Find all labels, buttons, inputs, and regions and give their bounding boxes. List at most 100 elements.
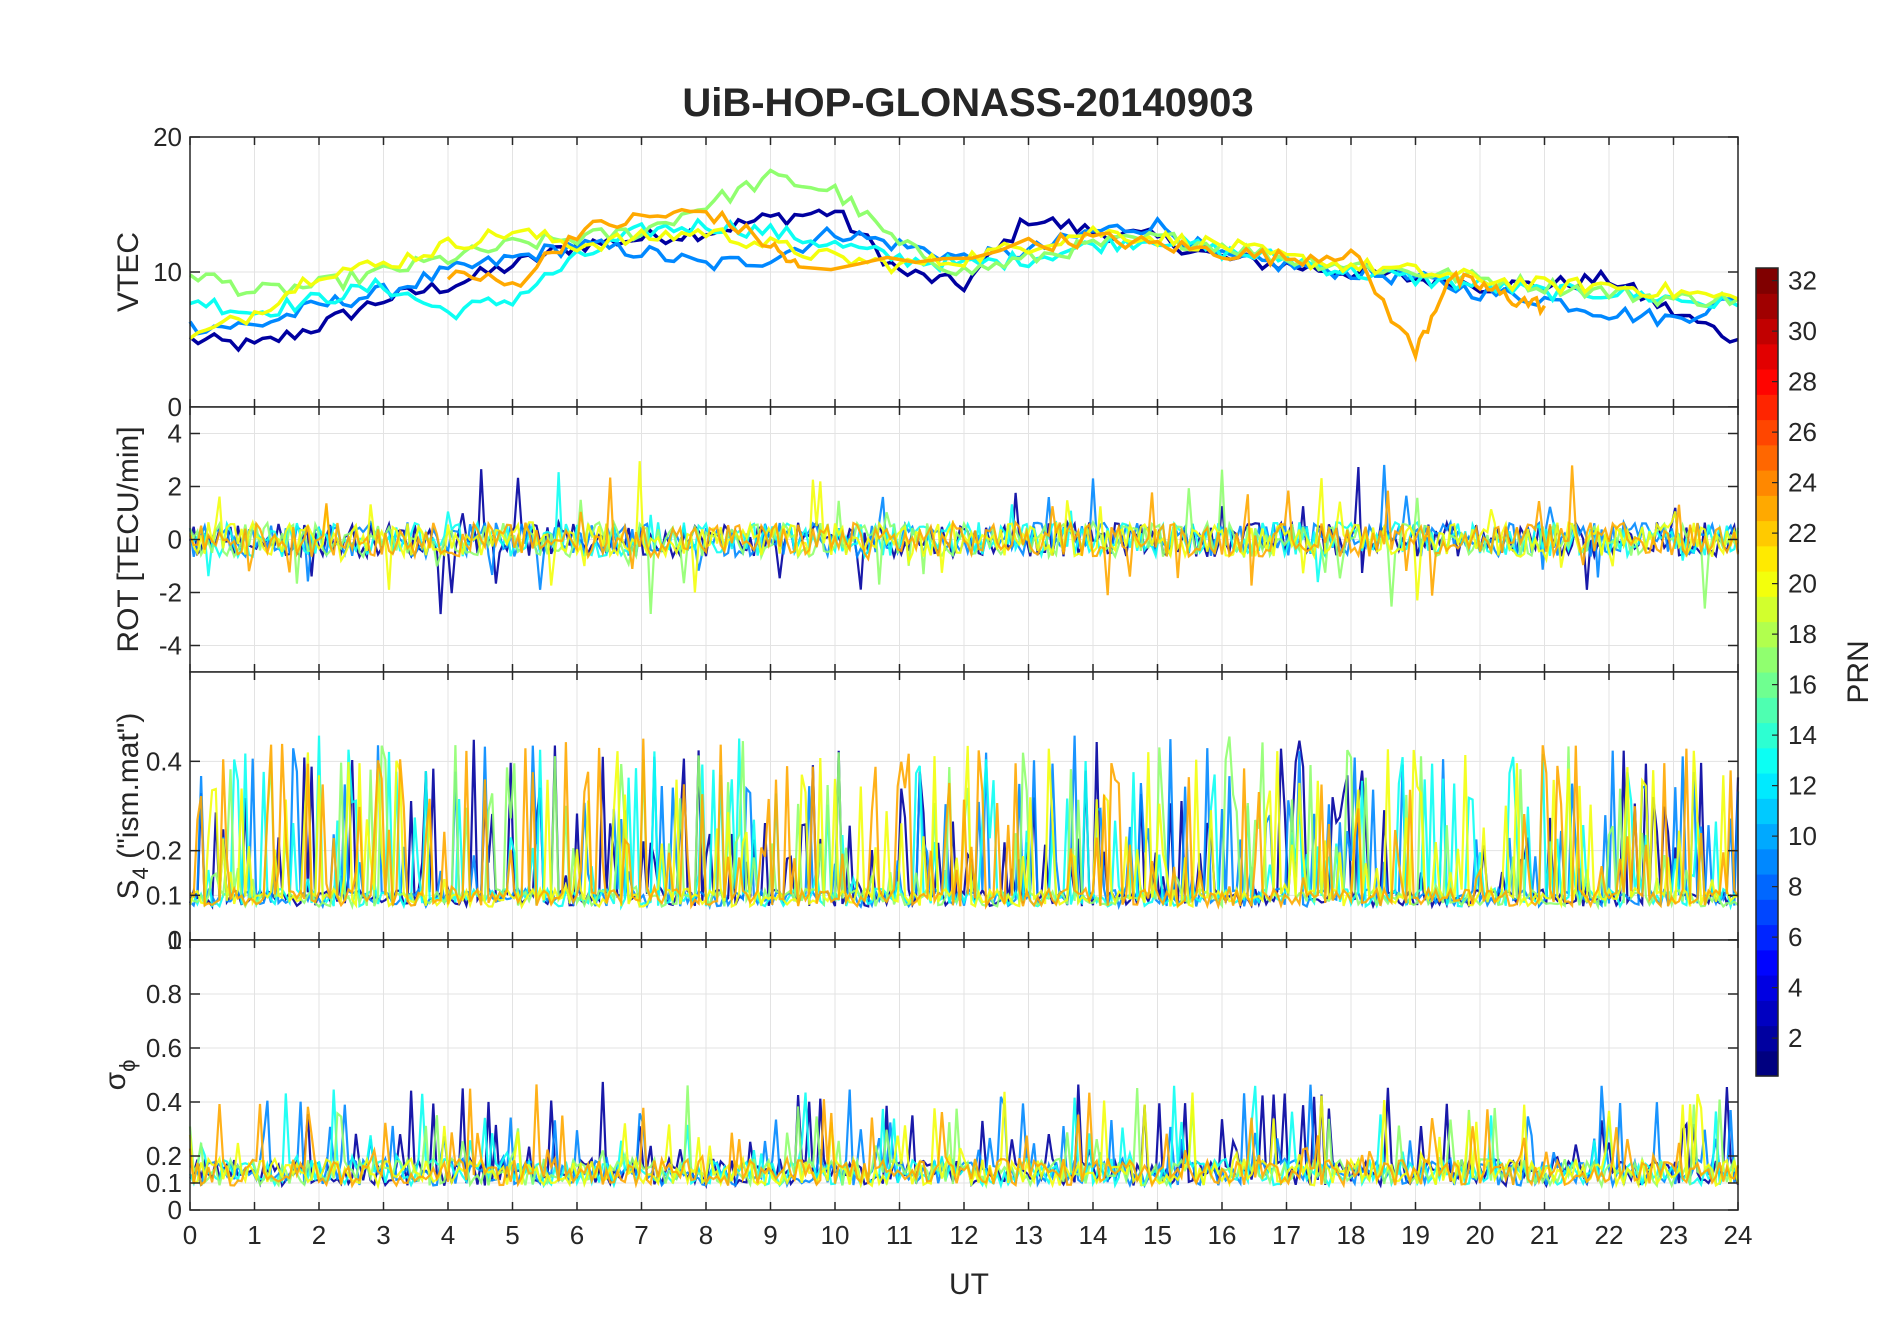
y-tick-label: 0.1 (146, 1168, 182, 1198)
colorbar-segment (1756, 419, 1778, 446)
x-tick-label: 10 (821, 1220, 850, 1250)
x-tick-label: 8 (699, 1220, 713, 1250)
x-tick-label: 6 (570, 1220, 584, 1250)
series-line-prn-2 (188, 208, 1739, 353)
chart-title: UiB-HOP-GLONASS-20140903 (682, 81, 1253, 125)
colorbar-tick-label: 4 (1788, 973, 1802, 1003)
colorbar-segment (1756, 293, 1778, 320)
colorbar-segment (1756, 318, 1778, 345)
traces (188, 168, 1739, 363)
x-tick-label: 12 (950, 1220, 979, 1250)
panel-1: 0 10 20 VTEC (112, 122, 1739, 422)
x-tick-label: 7 (634, 1220, 648, 1250)
colorbar-segment (1756, 394, 1778, 421)
colorbar-tick-label: 20 (1788, 569, 1817, 599)
y-axis-label-main: σ (99, 1071, 132, 1090)
x-tick-label: 24 (1724, 1220, 1753, 1250)
colorbar-tick-label: 30 (1788, 316, 1817, 346)
y-tick-label: -4 (159, 631, 182, 661)
colorbar-tick-label: 10 (1788, 821, 1817, 851)
x-tick-label: 9 (763, 1220, 777, 1250)
x-tick-label: 15 (1143, 1220, 1172, 1250)
colorbar-segment (1756, 343, 1778, 370)
y-tick-label: 2 (168, 472, 182, 502)
colorbar-segment (1756, 823, 1778, 850)
colorbar-tick-label: 12 (1788, 771, 1817, 801)
y-tick-label: 0 (168, 392, 182, 422)
colorbar-segment (1756, 722, 1778, 749)
y-tick-label: 0.2 (146, 1141, 182, 1171)
panel-3: 00.10.20.4S4 ("ism.mat") (112, 671, 1740, 955)
x-tick-label: 5 (505, 1220, 519, 1250)
y-tick-label: 0 (168, 1195, 182, 1225)
x-tick-label: 0 (183, 1220, 197, 1250)
colorbar-segment (1756, 798, 1778, 825)
colorbar-segment (1756, 949, 1778, 976)
y-axis-label: VTEC (112, 232, 145, 312)
colorbar-segment (1756, 697, 1778, 724)
x-tick-label: 4 (441, 1220, 455, 1250)
panel-4: 00.10.20.40.60.810 1 2 3 4 5 6 7 8 9 10 11 12 13 14 15 1… (99, 925, 1752, 1250)
colorbar-segment (1756, 571, 1778, 597)
y-axis-label: σϕ (99, 1060, 140, 1091)
y-tick-label: 10 (153, 257, 182, 287)
series-line-prn-23 (188, 465, 1740, 596)
series-line-prn-20 (188, 224, 1739, 340)
colorbar-frame (1755, 267, 1779, 1077)
y-axis-label-sub: 4 (128, 867, 153, 879)
colorbar-tick-label: 8 (1788, 872, 1802, 902)
colorbar-segment (1756, 520, 1778, 547)
y-axis-label-main: S (112, 879, 145, 899)
x-tick-label: 17 (1272, 1220, 1301, 1250)
y-tick-label: 1 (168, 925, 182, 955)
colorbar-tick-label: 32 (1788, 266, 1817, 296)
colorbar-tick-label: 6 (1788, 922, 1802, 952)
colorbar-segment (1756, 672, 1778, 698)
colorbar-segment (1756, 369, 1778, 395)
x-tick-label: 13 (1014, 1220, 1043, 1250)
y-axis-label-sub: ϕ (115, 1060, 140, 1072)
x-tick-label: 22 (1595, 1220, 1624, 1250)
colorbar-segment (1756, 899, 1778, 926)
x-tick-label: 23 (1659, 1220, 1688, 1250)
y-axis-label-suffix: ("ism.mat") (112, 713, 145, 868)
colorbar-segment (1756, 975, 1778, 1001)
series-line-prn-20 (188, 461, 1740, 601)
series-line-prn-9 (188, 216, 1738, 336)
x-tick-label: 11 (886, 1220, 913, 1250)
y-tick-label: 0.4 (146, 1087, 182, 1117)
traces (188, 1081, 1740, 1190)
y-axis-label: S4 ("ism.mat") (112, 713, 153, 900)
x-tick-label: 3 (376, 1220, 390, 1250)
series-line-prn-23 (189, 738, 1739, 910)
colorbar-segment (1756, 848, 1778, 875)
colorbar-segment (1756, 495, 1778, 522)
y-tick-label: 0.4 (146, 746, 182, 776)
colorbar-tick-label: 26 (1788, 417, 1817, 447)
colorbar-segment (1756, 1000, 1778, 1027)
colorbar-segment (1756, 1050, 1778, 1077)
colorbar-tick-label: 24 (1788, 468, 1817, 498)
y-tick-label: 0 (168, 925, 182, 955)
series-line-prn-23 (446, 207, 1546, 363)
y-tick-label: 20 (153, 122, 182, 152)
colorbar-tick-label: 28 (1788, 367, 1817, 397)
colorbar-tick-label: 22 (1788, 518, 1817, 548)
x-tick-label: 1 (247, 1220, 261, 1250)
colorbar-segment (1756, 1025, 1778, 1052)
y-tick-label: 4 (168, 419, 182, 449)
colorbar-segment (1756, 268, 1778, 294)
colorbar-segment (1756, 545, 1778, 572)
y-tick-label: 0.1 (146, 880, 182, 910)
x-axis-label: UT (949, 1268, 989, 1301)
colorbar-segment (1756, 924, 1778, 951)
colorbar-segment (1756, 874, 1778, 900)
colorbar-tick-label: 14 (1788, 720, 1817, 750)
x-tick-label: 21 (1530, 1220, 1559, 1250)
colorbar-label: PRN (1842, 640, 1875, 703)
colorbar-segment (1756, 646, 1778, 673)
panel-2: -4 -2 0 2 4 ROT [TECU/min] (112, 406, 1740, 673)
series-line-prn-23 (188, 1084, 1740, 1189)
